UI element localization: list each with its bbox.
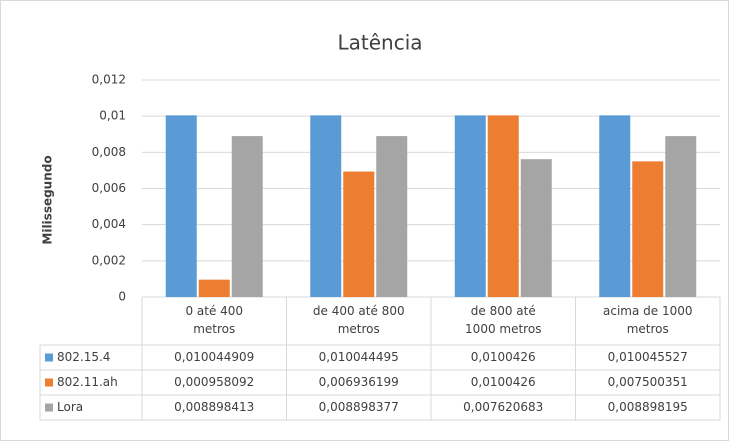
table-value: 0,008898377	[319, 400, 399, 414]
table-value: 0,0100426	[471, 375, 536, 389]
table-value: 0,008898195	[608, 400, 688, 414]
y-tick-label: 0	[118, 290, 126, 304]
bar	[520, 159, 552, 297]
legend-key	[45, 403, 53, 412]
y-tick-label: 0,004	[92, 217, 126, 231]
bar	[343, 171, 375, 297]
bar	[231, 136, 263, 297]
x-tick-label: 0 até 400 metros	[185, 304, 244, 336]
bar	[165, 115, 197, 298]
x-tick-label: acima de 1000 metros	[603, 304, 693, 336]
table-value: 0,008898413	[174, 400, 254, 414]
bar	[310, 115, 342, 297]
chart-title: Latência	[337, 31, 422, 55]
legend-key	[45, 378, 53, 387]
y-tick-label: 0,008	[92, 145, 126, 159]
legend-label: 802.15.4	[57, 350, 110, 364]
y-axis-label: Milissegundo	[41, 155, 55, 244]
bar	[665, 136, 697, 297]
y-tick-label: 0,01	[99, 109, 126, 123]
x-tick-label: de 400 até 800 metros	[312, 304, 405, 336]
table-value: 0,006936199	[319, 375, 399, 389]
x-tick-label: de 800 até 1000 metros	[465, 304, 542, 336]
y-tick-label: 0,006	[92, 181, 126, 195]
bar	[487, 115, 519, 297]
table-value: 0,007500351	[608, 375, 688, 389]
bar	[454, 115, 486, 297]
bar	[198, 279, 230, 297]
table-value: 0,0100426	[471, 350, 536, 364]
table-value: 0,007620683	[463, 400, 543, 414]
table-value: 0,000958092	[174, 375, 254, 389]
table-value: 0,010045527	[608, 350, 688, 364]
table-value: 0,010044909	[174, 350, 254, 364]
y-tick-label: 0,002	[92, 253, 126, 267]
bar	[632, 161, 664, 297]
bar	[599, 115, 631, 297]
legend-label: 802.11.ah	[57, 375, 118, 389]
bar	[376, 136, 408, 297]
legend-label: Lora	[57, 400, 83, 414]
y-tick-label: 0,012	[92, 73, 126, 87]
legend-key	[45, 353, 53, 362]
table-value: 0,010044495	[319, 350, 399, 364]
